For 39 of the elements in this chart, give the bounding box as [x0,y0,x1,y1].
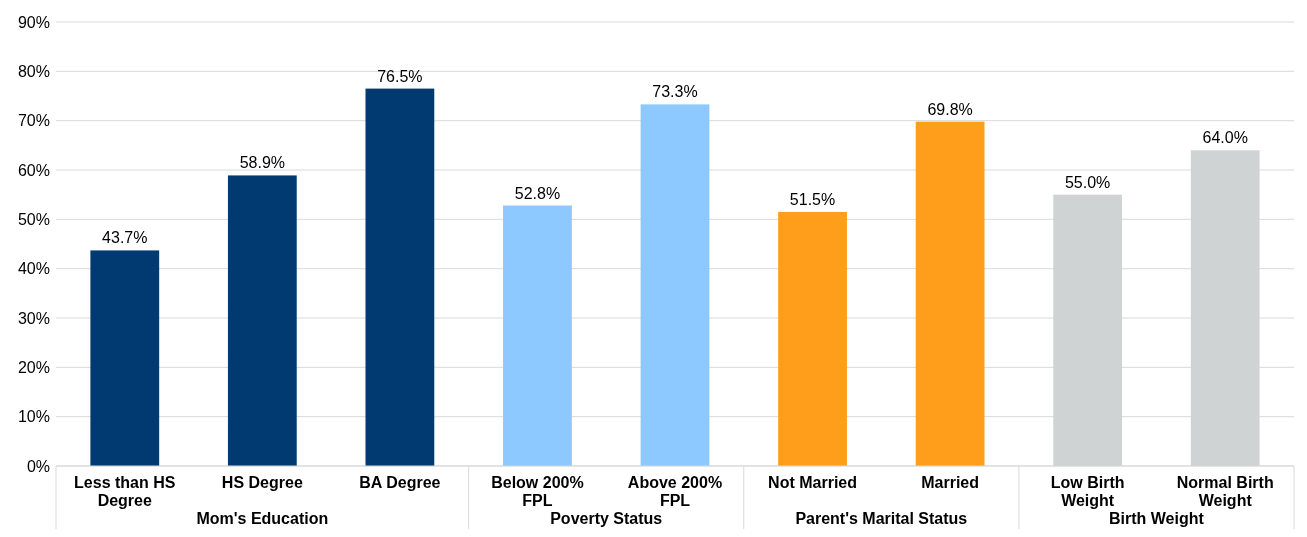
y-tick-label: 20% [17,358,50,376]
data-label: 69.8% [927,100,973,118]
bar [227,175,297,466]
data-label: 64.0% [1202,129,1248,147]
y-tick-label: 30% [17,309,50,327]
x-tick-label: Low Birth Weight [1050,474,1125,509]
data-label: 43.7% [102,229,148,247]
y-tick-label: 40% [17,260,50,278]
y-tick-label: 70% [17,112,50,130]
x-tick-label: Less than HS Degree [74,474,176,509]
data-label: 58.9% [239,154,286,172]
data-label: 55.0% [1064,173,1111,191]
x-tick-label: Below 200% FPL [491,474,584,509]
data-label: 76.5% [377,67,423,85]
y-tick-label: 50% [17,210,50,228]
data-label: 52.8% [514,184,561,202]
text: Mom's Education [196,510,329,527]
bar [90,250,160,466]
bar [640,104,710,466]
x-tick-label: HS Degree [221,474,303,491]
bar [503,205,572,466]
data-label: 73.3% [652,83,698,101]
y-tick-label: 90% [17,13,50,31]
bar [365,88,435,466]
bar [778,211,847,466]
x-tick-label: Married [921,474,980,491]
text: Birth Weight [1109,510,1205,527]
text: Poverty Status [550,510,663,527]
x-tick-label: Not Married [768,474,858,491]
y-tick-label: 10% [17,408,50,426]
y-tick-label: 0% [26,457,50,475]
data-label: 51.5% [789,190,836,208]
bar [915,121,985,466]
text: Parent's Marital Status [795,510,968,527]
x-tick-label: Normal Birth Weight [1176,474,1274,509]
y-tick-label: 60% [17,161,50,179]
x-tick-label: BA Degree [359,474,441,491]
y-tick-label: 80% [17,62,50,80]
x-tick-label: Above 200% FPL [627,474,723,509]
